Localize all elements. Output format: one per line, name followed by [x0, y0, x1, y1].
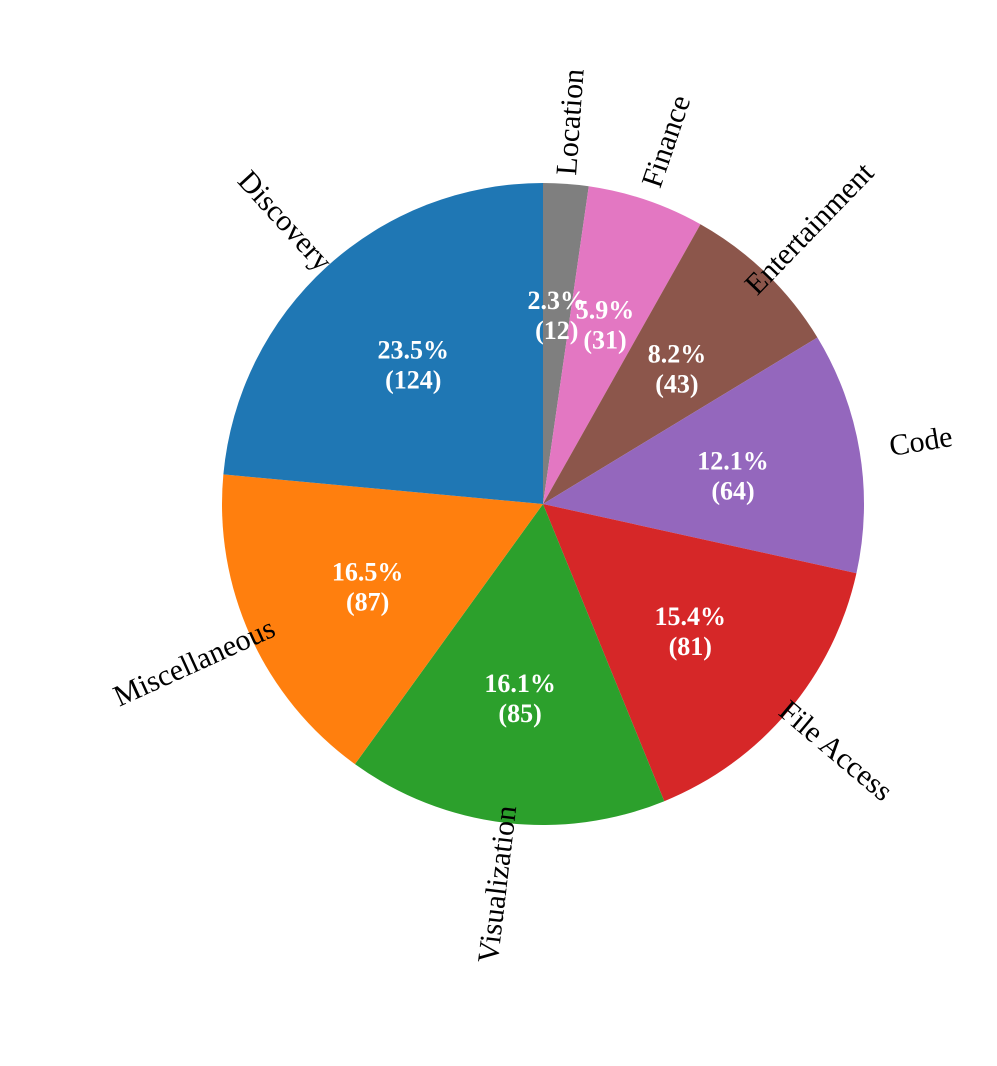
slice-percent-finance: 5.9%: [576, 296, 635, 325]
slice-location: [543, 183, 589, 504]
slice-count-visualization: (85): [498, 699, 541, 728]
slice-percent-entertainment: 8.2%: [648, 340, 707, 369]
category-label-discovery: Discovery: [231, 164, 338, 277]
slice-miscellaneous: [221, 474, 543, 765]
category-label-location: Location: [550, 68, 591, 177]
category-label-code: Code: [887, 420, 955, 463]
slice-count-miscellaneous: (87): [346, 588, 389, 617]
slice-file-access: [543, 504, 857, 802]
slice-percent-miscellaneous: 16.5%: [332, 558, 404, 587]
slice-value-labels: 2.3%(12)5.9%(31) 8.2%(43)12.1%(64)15.4%(8…: [332, 286, 769, 728]
category-label-visualization: Visualization: [472, 804, 524, 965]
category-label-finance: Finance: [635, 91, 697, 192]
category-label-miscellaneous: Miscellaneous: [109, 612, 280, 714]
slice-count-finance: (31): [583, 326, 626, 355]
slice-entertainment: [543, 224, 818, 504]
slice-visualization: [354, 504, 665, 825]
slice-code: [543, 337, 864, 574]
slice-percent-file-access: 15.4%: [655, 602, 727, 631]
slice-count-file-access: (81): [669, 632, 712, 661]
slice-percent-location: 2.3%: [528, 286, 587, 315]
slice-discovery: [223, 183, 543, 504]
category-label-entertainment: Entertainment: [738, 156, 880, 302]
slice-finance: [543, 186, 701, 504]
slice-count-code: (64): [711, 477, 754, 506]
slice-percent-visualization: 16.1%: [484, 669, 556, 698]
slice-count-location: (12): [535, 316, 578, 345]
pie-slices: [221, 183, 864, 825]
slice-count-entertainment: (43): [655, 370, 698, 399]
slice-percent-code: 12.1%: [697, 447, 769, 476]
slice-percent-discovery: 23.5%: [377, 336, 449, 365]
category-label-file-access: File Access: [773, 694, 899, 808]
slice-count-discovery: (124): [385, 366, 441, 395]
